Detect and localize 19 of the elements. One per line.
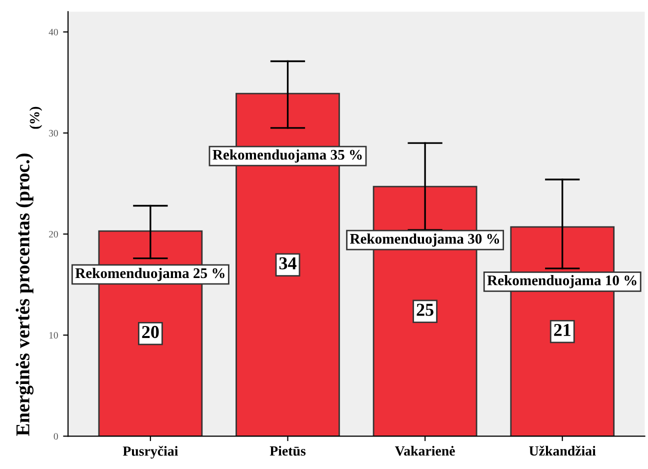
- data-label: 34: [279, 257, 296, 270]
- y-tick-label: 0: [54, 433, 58, 440]
- annotation: Rekomenduojama 35 %: [212, 149, 362, 163]
- data-label: 20: [142, 326, 159, 338]
- x-tick-label: Pietūs: [270, 446, 306, 456]
- data-label: 21: [554, 324, 570, 336]
- y-tick-label: 10: [49, 332, 58, 339]
- x-tick-label: Užkandžiai: [529, 446, 596, 456]
- x-tick-label: Pusryčiai: [122, 446, 178, 459]
- y-tick-label: 30: [49, 130, 58, 136]
- annotation: Rekomenduojama 25 %: [75, 268, 224, 282]
- y-tick-label: 40: [48, 28, 58, 36]
- annotation: Rekomenduojama 30 %: [350, 233, 500, 247]
- annotation: Rekomenduojama 10 %: [487, 275, 636, 288]
- data-label: 25: [416, 304, 434, 316]
- x-tick-label: Vakarienė: [394, 446, 455, 456]
- y-axis-title: (%): [29, 106, 42, 129]
- text: Energinės vertės procentas (proc.): [16, 154, 34, 436]
- y-tick-label: 20: [49, 230, 58, 238]
